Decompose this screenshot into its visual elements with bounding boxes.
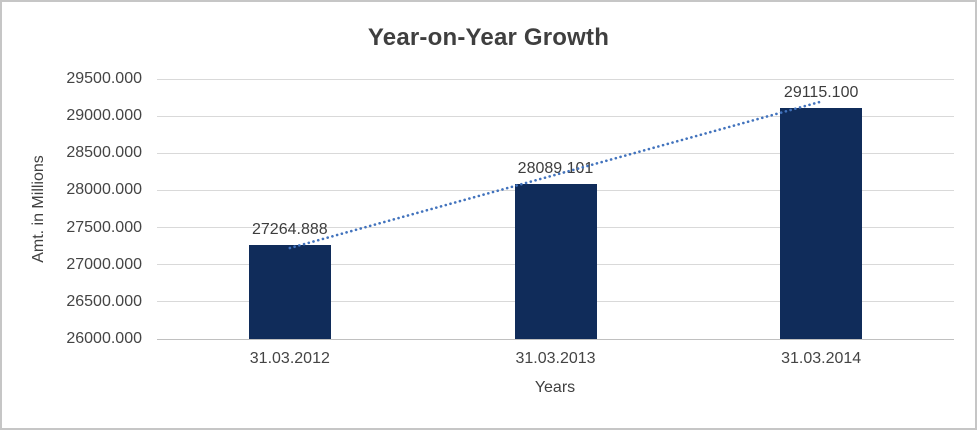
y-tick-label: 27000.000 [66,255,142,273]
y-tick-label: 29500.000 [66,70,142,87]
gridline [157,78,954,80]
bar-31.03.2013 [514,183,597,339]
bar-data-label: 28089.101 [517,159,594,177]
y-tick-label: 29000.000 [66,107,142,125]
x-tick-label: 31.03.2014 [781,350,862,367]
x-axis-title: Years [534,379,576,396]
y-tick-label: 26000.000 [66,330,142,347]
y-tick-label: 27500.000 [66,218,142,236]
y-axis-title: Amt. in Millions [30,155,47,263]
bar-data-label: 27264.888 [252,221,328,239]
x-axis-line [157,338,954,340]
bar-data-label: 29115.100 [783,83,859,101]
chart-title: Year-on-Year Growth [367,24,610,51]
x-tick-label: 31.03.2013 [515,350,596,367]
x-tick-label: 31.03.2012 [249,350,330,367]
bar-31.03.2012 [248,245,331,339]
bar-31.03.2014 [780,107,863,339]
y-tick-label: 28500.000 [66,144,142,162]
y-tick-label: 28000.000 [66,181,142,199]
y-tick-label: 26500.000 [66,292,142,310]
